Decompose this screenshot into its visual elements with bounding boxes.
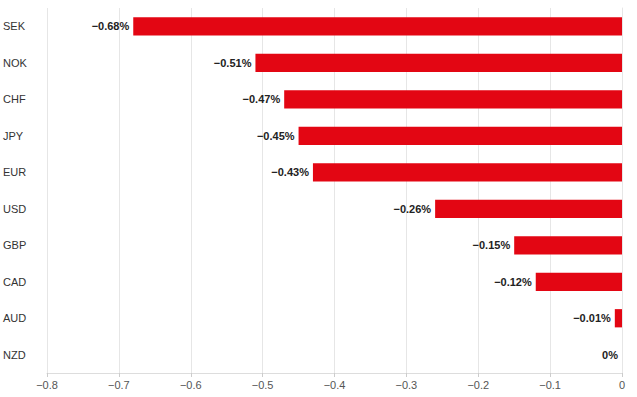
svg-text:−0.1: −0.1 [539, 379, 561, 391]
svg-text:−0.7: −0.7 [108, 379, 130, 391]
svg-text:−0.68%: −0.68% [92, 20, 130, 32]
svg-text:CAD: CAD [3, 276, 26, 288]
svg-text:−0.51%: −0.51% [214, 57, 252, 69]
svg-text:−0.45%: −0.45% [257, 130, 295, 142]
svg-text:AUD: AUD [3, 312, 26, 324]
svg-text:0%: 0% [602, 349, 618, 361]
svg-text:−0.8: −0.8 [36, 379, 58, 391]
svg-text:−0.01%: −0.01% [573, 312, 611, 324]
svg-text:−0.2: −0.2 [467, 379, 489, 391]
svg-text:−0.12%: −0.12% [494, 276, 532, 288]
svg-text:SEK: SEK [3, 20, 26, 32]
svg-text:−0.26%: −0.26% [394, 203, 432, 215]
svg-text:−0.3: −0.3 [396, 379, 418, 391]
svg-text:−0.4: −0.4 [324, 379, 346, 391]
svg-text:GBP: GBP [3, 239, 26, 251]
svg-text:−0.5: −0.5 [252, 379, 274, 391]
svg-text:NOK: NOK [3, 57, 28, 69]
svg-text:CHF: CHF [3, 93, 26, 105]
svg-text:EUR: EUR [3, 166, 26, 178]
svg-text:USD: USD [3, 203, 26, 215]
svg-text:−0.47%: −0.47% [243, 93, 281, 105]
svg-text:JPY: JPY [3, 130, 24, 142]
svg-text:−0.15%: −0.15% [473, 239, 511, 251]
svg-text:NZD: NZD [3, 349, 26, 361]
svg-text:−0.6: −0.6 [180, 379, 202, 391]
svg-text:0: 0 [619, 379, 625, 391]
svg-text:−0.43%: −0.43% [271, 166, 309, 178]
